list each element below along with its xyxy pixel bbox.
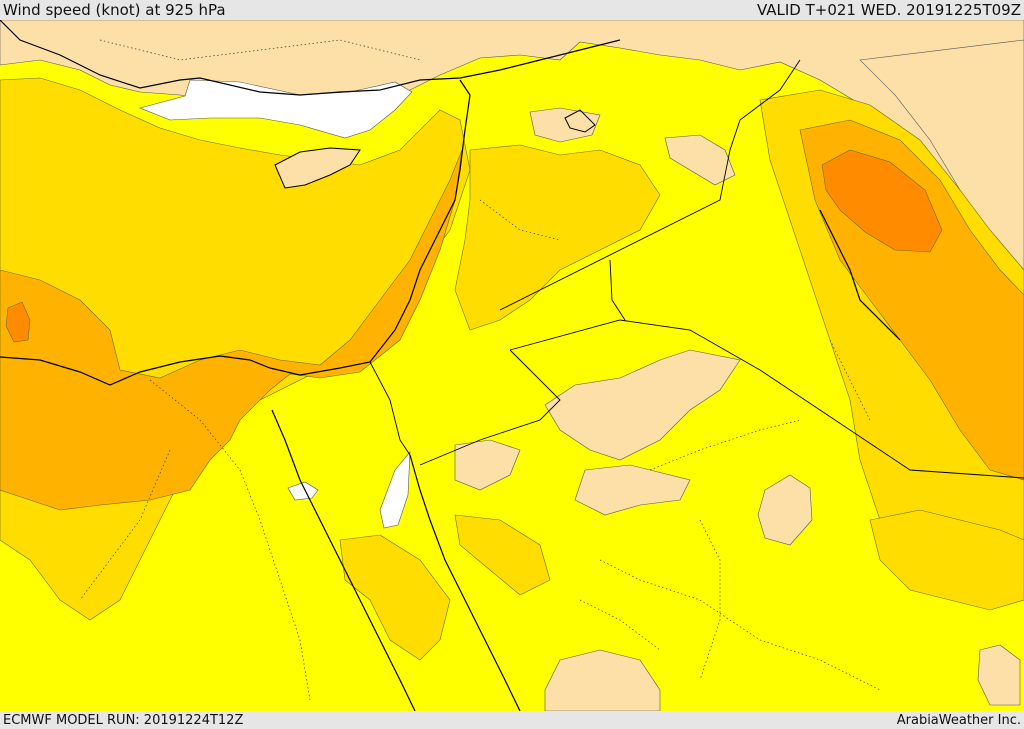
credit-text: ArabiaWeather Inc. [896, 712, 1021, 728]
lake-outline [564, 109, 596, 133]
border-lines [369, 59, 1024, 479]
map-footer: ECMWF MODEL RUN: 20191224T12Z ArabiaWeat… [0, 711, 1024, 729]
map-title: Wind speed (knot) at 925 hPa [3, 1, 226, 19]
tan-patch-saudi-4 [544, 649, 661, 711]
coastline-red-sea-east [409, 454, 521, 711]
orange-spot-west [5, 301, 31, 343]
gold-region-levant [454, 144, 661, 331]
coastline-turkey [0, 20, 621, 96]
calm-patch-aqaba [379, 451, 411, 529]
tan-patch-southeast [977, 644, 1021, 706]
cyprus-outline [274, 147, 361, 189]
tan-patch-saudi-2 [574, 464, 691, 516]
orange-band-med [0, 149, 463, 511]
map-header: Wind speed (knot) at 925 hPa VALID T+021… [0, 0, 1024, 20]
tan-patch-sinai [454, 439, 521, 491]
coastline-med [0, 79, 471, 386]
tan-patch-saudi-3 [757, 474, 813, 546]
wind-speed-map [0, 20, 1024, 711]
gold-patch-southeast [869, 509, 1024, 611]
coastline-gulf [819, 209, 901, 341]
tan-patch-levant-1 [529, 107, 601, 143]
coastline-red-sea-west [271, 409, 416, 711]
map-canvas [0, 20, 1024, 711]
valid-time: VALID T+021 WED. 20191225T09Z [756, 1, 1021, 19]
gold-patch-red-sea [339, 534, 451, 661]
model-run: ECMWF MODEL RUN: 20191224T12Z [3, 712, 244, 728]
province-lines [79, 39, 881, 701]
tan-patch-levant-2 [664, 134, 736, 186]
orange-core-east [821, 149, 943, 253]
tan-patch-saudi-1 [544, 349, 741, 461]
gold-patch-south [454, 514, 551, 596]
